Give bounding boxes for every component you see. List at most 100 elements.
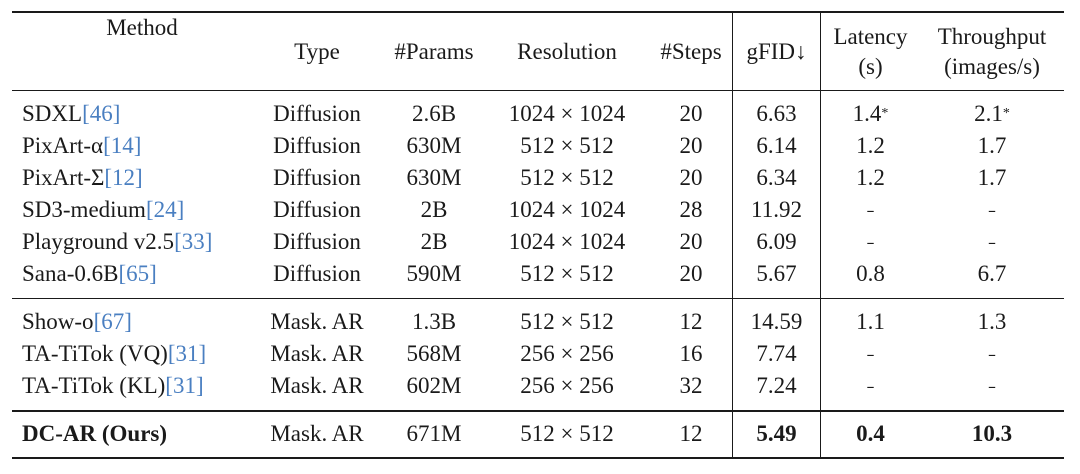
throughput-cell: 1.7 bbox=[920, 130, 1064, 162]
latency-value: 1.2 bbox=[856, 133, 885, 158]
steps-cell: 12 bbox=[679, 421, 703, 446]
method-cell: TA-TiTok (VQ) [31] bbox=[0, 338, 262, 370]
gfid-cell: 6.09 bbox=[756, 229, 797, 254]
table-row: PixArt-α [14] Diffusion 630M 512 × 512 2… bbox=[0, 130, 1080, 162]
header-throughput-line1: Throughput bbox=[937, 23, 1047, 49]
citation-link[interactable]: [33] bbox=[174, 229, 213, 254]
type-cell: Diffusion bbox=[273, 165, 361, 190]
type-cell: Diffusion bbox=[273, 101, 361, 126]
resolution-cell: 512 × 512 bbox=[520, 261, 614, 286]
gfid-cell: 5.49 bbox=[756, 421, 797, 446]
gfid-cell: 7.74 bbox=[756, 341, 797, 366]
latency-value: 1.4 bbox=[852, 101, 882, 126]
resolution-cell: 512 × 512 bbox=[520, 421, 614, 446]
latency-cell: 0.8 bbox=[821, 258, 920, 290]
steps-cell: 16 bbox=[679, 341, 703, 366]
params-cell: 602M bbox=[406, 373, 462, 398]
throughput-value: – bbox=[988, 376, 996, 396]
gfid-cell: 6.63 bbox=[756, 101, 797, 126]
method-cell: PixArt-Σ [12] bbox=[0, 162, 262, 194]
throughput-value: 1.7 bbox=[977, 165, 1007, 190]
type-cell: Mask. AR bbox=[270, 309, 364, 334]
gfid-cell: 6.14 bbox=[756, 133, 797, 158]
citation-link[interactable]: [14] bbox=[103, 133, 142, 158]
separator-before-latency bbox=[820, 13, 821, 457]
gfid-cell: 7.24 bbox=[756, 373, 797, 398]
resolution-cell: 1024 × 1024 bbox=[508, 197, 626, 222]
method-name: Show-o bbox=[22, 309, 94, 334]
method-cell: TA-TiTok (KL) [31] bbox=[0, 370, 262, 402]
steps-cell: 12 bbox=[679, 309, 703, 334]
throughput-cell: 10.3 bbox=[920, 417, 1064, 451]
throughput-cell: 6.7 bbox=[920, 258, 1064, 290]
method-name: TA-TiTok (VQ) bbox=[22, 341, 168, 366]
throughput-cell: 2.1 * bbox=[974, 101, 1010, 126]
method-name: SDXL bbox=[22, 101, 83, 126]
throughput-cell: – bbox=[920, 338, 1064, 370]
type-cell: Mask. AR bbox=[270, 421, 364, 446]
latency-cell: 0.4 bbox=[821, 417, 920, 451]
gfid-cell: 14.59 bbox=[750, 309, 803, 334]
method-cell: PixArt-α [14] bbox=[0, 130, 262, 162]
resolution-cell: 256 × 256 bbox=[520, 341, 614, 366]
throughput-value: 1.7 bbox=[977, 133, 1007, 158]
throughput-cell: – bbox=[920, 194, 1064, 226]
gfid-cell: 6.34 bbox=[756, 165, 797, 190]
citation-link[interactable]: [31] bbox=[165, 373, 204, 398]
throughput-cell: 1.3 bbox=[920, 306, 1064, 338]
method-cell: Playground v2.5 [33] bbox=[0, 226, 262, 258]
citation-link[interactable]: [31] bbox=[167, 341, 207, 366]
throughput-value: – bbox=[988, 344, 996, 364]
throughput-value: – bbox=[988, 232, 996, 252]
throughput-value: 6.7 bbox=[977, 261, 1007, 286]
steps-cell: 32 bbox=[679, 373, 703, 398]
table-row: DC-AR (Ours) Mask. AR 671M 512 × 512 12 … bbox=[0, 417, 1080, 451]
resolution-cell: 512 × 512 bbox=[520, 133, 614, 158]
header-resolution: Resolution bbox=[517, 38, 617, 64]
citation-link[interactable]: [65] bbox=[118, 261, 157, 286]
resolution-cell: 256 × 256 bbox=[520, 373, 614, 398]
params-cell: 630M bbox=[406, 165, 462, 190]
throughput-value: 10.3 bbox=[971, 421, 1013, 446]
method-name: SD3-medium bbox=[22, 197, 146, 222]
latency-value: – bbox=[866, 200, 875, 220]
method-cell: Sana-0.6B [65] bbox=[0, 258, 262, 290]
header-steps: #Steps bbox=[660, 38, 722, 64]
bottom-rule bbox=[12, 457, 1064, 459]
latency-value: 1.1 bbox=[856, 309, 885, 334]
citation-link[interactable]: [24] bbox=[145, 197, 185, 222]
resolution-cell: 1024 × 1024 bbox=[508, 101, 626, 126]
results-rule bbox=[12, 410, 1064, 412]
type-cell: Diffusion bbox=[273, 261, 361, 286]
table-row: TA-TiTok (KL) [31] Mask. AR 602M 256 × 2… bbox=[0, 370, 1080, 402]
table-row: Playground v2.5 [33] Diffusion 2B 1024 ×… bbox=[0, 226, 1080, 258]
latency-value: – bbox=[866, 376, 875, 396]
latency-cell: 1.1 bbox=[821, 306, 920, 338]
params-cell: 2.6B bbox=[411, 101, 457, 126]
type-cell: Mask. AR bbox=[270, 341, 364, 366]
params-cell: 2B bbox=[420, 197, 448, 222]
header-type: Type bbox=[294, 38, 340, 64]
citation-link[interactable]: [12] bbox=[104, 165, 143, 190]
type-cell: Diffusion bbox=[273, 229, 361, 254]
latency-cell: – bbox=[821, 226, 920, 258]
latency-cell: – bbox=[821, 194, 920, 226]
params-cell: 2B bbox=[420, 229, 448, 254]
table-row: Sana-0.6B [65] Diffusion 590M 512 × 512 … bbox=[0, 258, 1080, 290]
method-cell: SD3-medium [24] bbox=[0, 194, 262, 226]
citation-link[interactable]: [67] bbox=[93, 309, 132, 334]
citation-link[interactable]: [46] bbox=[82, 101, 121, 126]
table-row: SDXL [46] Diffusion 2.6B 1024 × 1024 20 … bbox=[0, 98, 1080, 130]
resolution-cell: 1024 × 1024 bbox=[508, 229, 626, 254]
steps-cell: 20 bbox=[679, 229, 703, 254]
throughput-value: 2.1 bbox=[974, 101, 1003, 126]
steps-cell: 20 bbox=[679, 133, 703, 158]
throughput-cell: – bbox=[920, 226, 1064, 258]
header-method: Method bbox=[106, 15, 178, 40]
table-row: Show-o [67] Mask. AR 1.3B 512 × 512 12 1… bbox=[0, 306, 1080, 338]
resolution-cell: 512 × 512 bbox=[520, 165, 614, 190]
header-latency-line1: Latency bbox=[833, 23, 908, 49]
steps-cell: 20 bbox=[679, 261, 703, 286]
method-name: PixArt-Σ bbox=[22, 165, 105, 190]
method-cell: DC-AR (Ours) bbox=[0, 417, 262, 451]
